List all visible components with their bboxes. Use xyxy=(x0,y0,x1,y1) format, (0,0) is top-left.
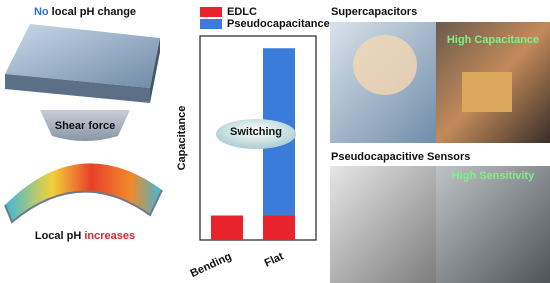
panel-title: Supercapacitors xyxy=(331,6,417,18)
plot-frame xyxy=(199,35,317,241)
slab-side xyxy=(150,38,160,103)
badge: High Sensitivity xyxy=(452,170,535,182)
slab-side xyxy=(5,74,150,103)
legend-label: Pseudocapacitance xyxy=(227,18,330,30)
label-part: Local pH xyxy=(35,230,85,242)
label-part: No xyxy=(34,6,49,18)
legend-swatch xyxy=(200,19,222,29)
x-tick-label: Flat xyxy=(263,250,286,269)
top-label: No local pH change xyxy=(34,6,136,18)
panel-title: Pseudocapacitive Sensors xyxy=(331,151,470,163)
legend-label: EDLC xyxy=(227,6,257,18)
arrow xyxy=(40,110,130,141)
flat-slab xyxy=(5,24,160,88)
hand-image xyxy=(330,166,442,283)
chip-image-detail xyxy=(462,72,512,112)
bar-segment xyxy=(211,215,243,240)
label-part: local pH change xyxy=(49,6,136,18)
bottom-label: Local pH increases xyxy=(35,230,135,242)
x-tick-label: Bending xyxy=(189,250,234,279)
annotation: Switching xyxy=(230,126,282,138)
label-part: increases xyxy=(84,230,135,242)
middle-label: Shear force xyxy=(55,120,116,132)
bar-segment xyxy=(263,215,295,240)
robot-image xyxy=(436,166,550,283)
curved-slab xyxy=(5,163,162,222)
slab-edge xyxy=(4,189,163,224)
annotation-bubble xyxy=(216,119,296,149)
brain-image-detail xyxy=(353,35,417,95)
y-axis-label: Capacitance xyxy=(176,106,188,171)
legend-swatch xyxy=(200,7,222,17)
badge: High Capacitance xyxy=(447,34,539,46)
